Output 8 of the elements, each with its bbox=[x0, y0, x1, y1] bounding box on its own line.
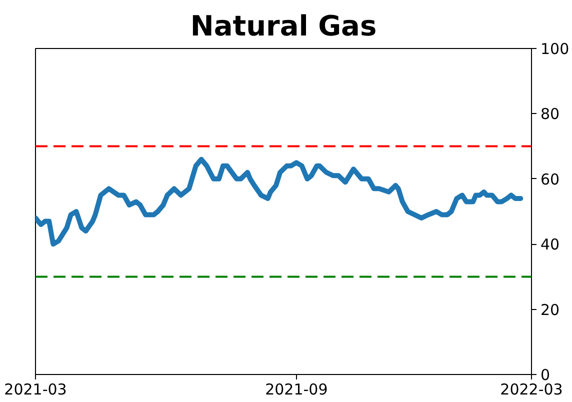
y-tick-label: 60 bbox=[540, 170, 560, 188]
chart-title: Natural Gas bbox=[190, 10, 377, 42]
x-tick-label: 2021-03 bbox=[4, 380, 67, 398]
y-tick-label: 20 bbox=[540, 300, 560, 319]
y-tick-label: 80 bbox=[540, 105, 560, 124]
y-tick-label: 40 bbox=[540, 236, 560, 254]
x-tick-label: 2021-09 bbox=[265, 380, 328, 398]
y-tick-label: 100 bbox=[540, 40, 570, 58]
